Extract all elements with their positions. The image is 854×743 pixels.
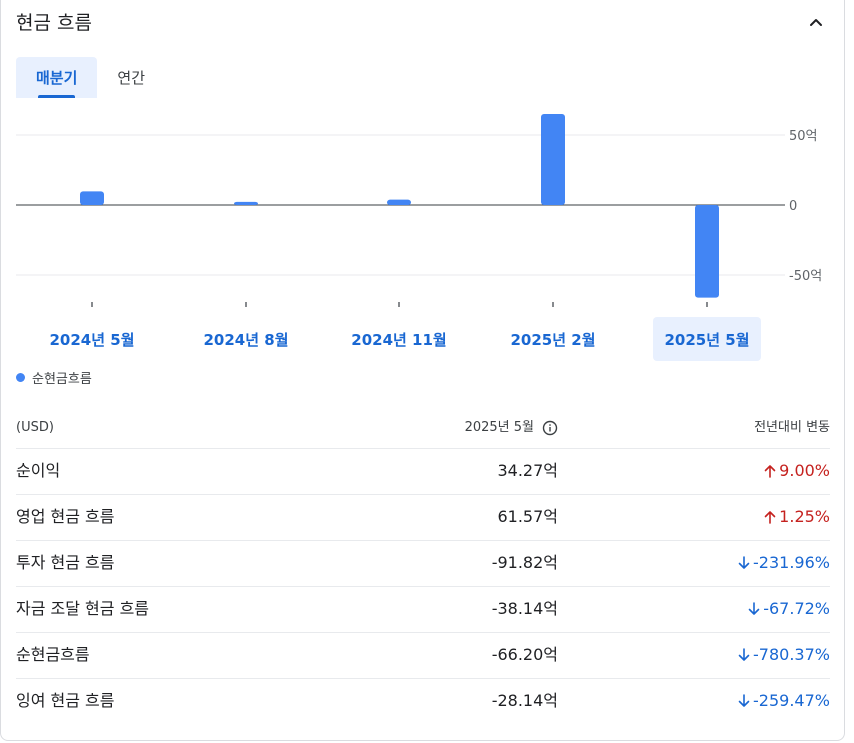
row-value: -66.20억	[491, 645, 558, 664]
arrow-up-icon	[764, 511, 776, 524]
row-value: -91.82억	[491, 553, 558, 572]
row-change: 1.25%	[764, 495, 830, 539]
chart-legend: 순현금흐름	[16, 368, 92, 387]
arrow-down-icon	[748, 602, 760, 615]
row-label: 영업 현금 흐름	[16, 507, 115, 526]
bar-2024년 5월[interactable]	[80, 191, 104, 205]
header-currency: (USD)	[16, 420, 54, 435]
row-change: 9.00%	[764, 449, 830, 493]
row-change-value: -259.47%	[753, 691, 830, 710]
table-row: 자금 조달 현금 흐름 -38.14억 -67.72%	[16, 586, 830, 632]
row-value: -28.14억	[491, 691, 558, 710]
header-period-label: 2025년 5월	[464, 420, 534, 435]
y-tick-label: 50억	[789, 129, 818, 144]
arrow-up-icon	[764, 465, 776, 478]
x-label-2024년 11월[interactable]: 2024년 11월	[351, 330, 447, 349]
table-row: 영업 현금 흐름 61.57억 1.25%	[16, 494, 830, 540]
x-label-2024년 5월[interactable]: 2024년 5월	[49, 330, 135, 349]
row-change: -259.47%	[738, 679, 830, 723]
x-label-2025년 2월[interactable]: 2025년 2월	[510, 330, 596, 349]
table-row: 투자 현금 흐름 -91.82억 -231.96%	[16, 540, 830, 586]
y-tick-label: 0	[789, 199, 797, 214]
row-label: 순이익	[16, 461, 61, 480]
row-change: -780.37%	[738, 633, 830, 677]
row-label: 투자 현금 흐름	[16, 553, 115, 572]
header-yoy-change: 전년대비 변동	[754, 420, 830, 435]
arrow-down-icon	[738, 694, 750, 707]
chevron-up-icon	[810, 19, 822, 26]
info-icon[interactable]	[542, 420, 558, 436]
bar-2025년 2월[interactable]	[541, 114, 565, 205]
row-change-value: -780.37%	[753, 645, 830, 664]
x-label-2025년 5월[interactable]: 2025년 5월	[653, 317, 761, 361]
x-label-2024년 8월[interactable]: 2024년 8월	[203, 330, 289, 349]
bar-2025년 5월[interactable]	[695, 205, 719, 298]
row-label: 순현금흐름	[16, 645, 90, 664]
arrow-down-icon	[738, 648, 750, 661]
row-label: 잉여 현금 흐름	[16, 691, 115, 710]
row-change-value: 1.25%	[779, 507, 830, 526]
cash-flow-chart: 50억 0 -50억	[16, 114, 822, 307]
table-row: 순이익 34.27억 9.00%	[16, 448, 830, 494]
row-change: -231.96%	[738, 541, 830, 585]
card-title: 현금 흐름	[16, 12, 92, 34]
y-tick-label: -50억	[789, 269, 822, 284]
row-value: -38.14억	[491, 599, 558, 618]
row-label: 자금 조달 현금 흐름	[16, 599, 150, 618]
row-change-value: 9.00%	[779, 461, 830, 480]
tab-quarterly[interactable]: 매분기	[16, 57, 98, 98]
arrow-down-icon	[738, 556, 750, 569]
bar-2024년 8월[interactable]	[234, 201, 258, 205]
table-row: 순현금흐름 -66.20억 -780.37%	[16, 632, 830, 678]
row-change-value: -67.72%	[763, 599, 830, 618]
table-row: 잉여 현금 흐름 -28.14억 -259.47%	[16, 678, 830, 724]
legend-label: 순현금흐름	[32, 372, 92, 387]
row-change: -67.72%	[748, 587, 830, 631]
tab-annual[interactable]: 연간	[97, 57, 165, 98]
tab-annual-label: 연간	[117, 69, 146, 87]
legend-swatch	[16, 373, 25, 382]
collapse-button[interactable]	[802, 8, 830, 36]
period-tabs: 매분기 연간	[16, 57, 165, 98]
row-value: 34.27억	[497, 461, 558, 480]
row-change-value: -231.96%	[753, 553, 830, 572]
row-value: 61.57억	[497, 507, 558, 526]
tab-quarterly-label: 매분기	[36, 69, 78, 87]
table-header: (USD) 2025년 5월 전년대비 변동	[16, 414, 830, 448]
header-period: 2025년 5월	[465, 414, 558, 442]
bar-2024년 11월[interactable]	[387, 199, 411, 205]
